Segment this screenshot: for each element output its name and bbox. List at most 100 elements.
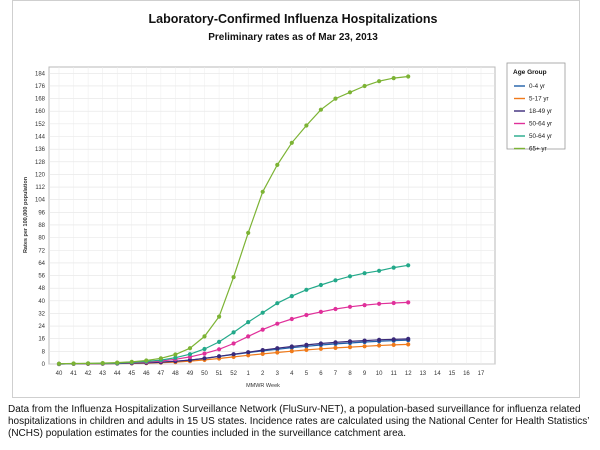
data-point (406, 263, 411, 268)
chart: Laboratory-Confirmed Influenza Hospitali… (23, 12, 566, 389)
y-tick-label: 88 (38, 223, 45, 229)
x-tick-label: 12 (405, 371, 412, 377)
y-tick-label: 0 (42, 362, 46, 368)
x-tick-label: 44 (114, 371, 121, 377)
y-tick-label: 168 (35, 97, 46, 103)
data-point (86, 361, 91, 366)
data-point (362, 83, 367, 89)
data-point (406, 74, 411, 79)
data-point (333, 96, 338, 101)
data-point (377, 337, 382, 342)
y-tick-label: 56 (38, 274, 45, 280)
x-axis-label: MMWR Week (246, 383, 280, 389)
data-point (260, 327, 265, 332)
data-point (260, 351, 265, 356)
data-point (246, 320, 251, 325)
x-tick-label: 3 (276, 371, 280, 377)
x-tick-label: 46 (143, 371, 150, 377)
data-point (231, 330, 236, 335)
data-point (260, 189, 265, 194)
data-point (275, 301, 280, 306)
data-point (187, 352, 193, 357)
y-tick-label: 128 (35, 160, 46, 166)
y-tick-label: 72 (38, 248, 45, 254)
legend-item: 50-64 yr (514, 121, 552, 128)
y-tick-label: 80 (38, 236, 45, 242)
data-point (347, 90, 353, 95)
y-tick-label: 24 (38, 324, 45, 330)
data-point (217, 314, 222, 319)
data-point (275, 162, 280, 167)
y-tick-label: 32 (38, 311, 45, 317)
x-tick-label: 17 (478, 371, 485, 377)
data-point (246, 334, 251, 339)
legend-item: 18-49 yr (514, 108, 552, 115)
x-tick-label: 6 (319, 371, 323, 377)
data-point (362, 303, 367, 308)
data-point (406, 300, 411, 305)
y-tick-labels: 0 8 16 24 32 40 48 56 64 72 80 88 96 104 112 120 128 136 1… (35, 71, 46, 368)
x-tick-label: 5 (305, 371, 309, 377)
data-point (231, 341, 236, 346)
legend-box (506, 62, 566, 150)
data-point (246, 230, 251, 235)
data-point (304, 123, 309, 128)
data-point (391, 76, 396, 81)
data-point (217, 354, 222, 359)
x-tick-label: 43 (99, 371, 106, 377)
data-point (173, 352, 178, 357)
data-point (289, 294, 294, 299)
data-point (362, 338, 367, 343)
legend-label: 65+ yr (529, 146, 547, 153)
data-point (187, 358, 193, 363)
data-point (100, 361, 105, 366)
x-tick-label: 50 (201, 371, 208, 377)
data-point (231, 275, 236, 280)
data-point (202, 351, 207, 356)
x-tick-label: 4 (290, 371, 294, 377)
data-point (217, 339, 222, 344)
data-point (275, 321, 280, 326)
data-point (318, 282, 323, 288)
data-point (71, 361, 76, 366)
x-tick-label: 15 (449, 371, 456, 377)
data-point (304, 342, 309, 347)
data-point (333, 345, 338, 350)
x-tick-label: 10 (376, 371, 383, 377)
chart-panel: Laboratory-Confirmed Influenza Hospitali… (12, 0, 580, 398)
data-point (115, 360, 120, 365)
series-5 (56, 74, 411, 366)
data-point (377, 79, 382, 84)
data-point (406, 342, 411, 347)
legend-item: 0-4 yr (514, 83, 545, 90)
data-point (289, 349, 294, 354)
data-point (333, 340, 338, 345)
legend-label: 5-17 yr (529, 96, 549, 103)
x-tick-label: 9 (363, 371, 367, 377)
data-point (289, 344, 294, 349)
y-tick-label: 64 (38, 261, 45, 267)
legend: Age Group 0-4 yr 5-17 yr 18-49 yr 50-64 yr 5… (506, 62, 566, 153)
data-point (217, 347, 222, 352)
data-point (362, 344, 367, 349)
x-tick-label: 52 (230, 371, 237, 377)
y-tick-label: 184 (35, 71, 46, 77)
data-point (347, 339, 353, 344)
x-tick-label: 47 (158, 371, 165, 377)
y-tick-label: 48 (38, 286, 45, 292)
x-tick-label: 8 (348, 371, 352, 377)
data-point (202, 334, 207, 339)
data-point (289, 140, 294, 145)
data-point (347, 274, 353, 279)
data-point (347, 304, 353, 309)
x-tick-label: 48 (172, 371, 179, 377)
data-point (318, 107, 323, 112)
legend-label: 0-4 yr (529, 83, 545, 90)
data-point (231, 352, 236, 357)
data-point (275, 350, 280, 355)
x-tick-label: 7 (334, 371, 338, 377)
data-point (289, 316, 294, 322)
data-point (202, 356, 207, 361)
y-tick-label: 40 (38, 299, 45, 305)
x-tick-label: 40 (56, 371, 63, 377)
